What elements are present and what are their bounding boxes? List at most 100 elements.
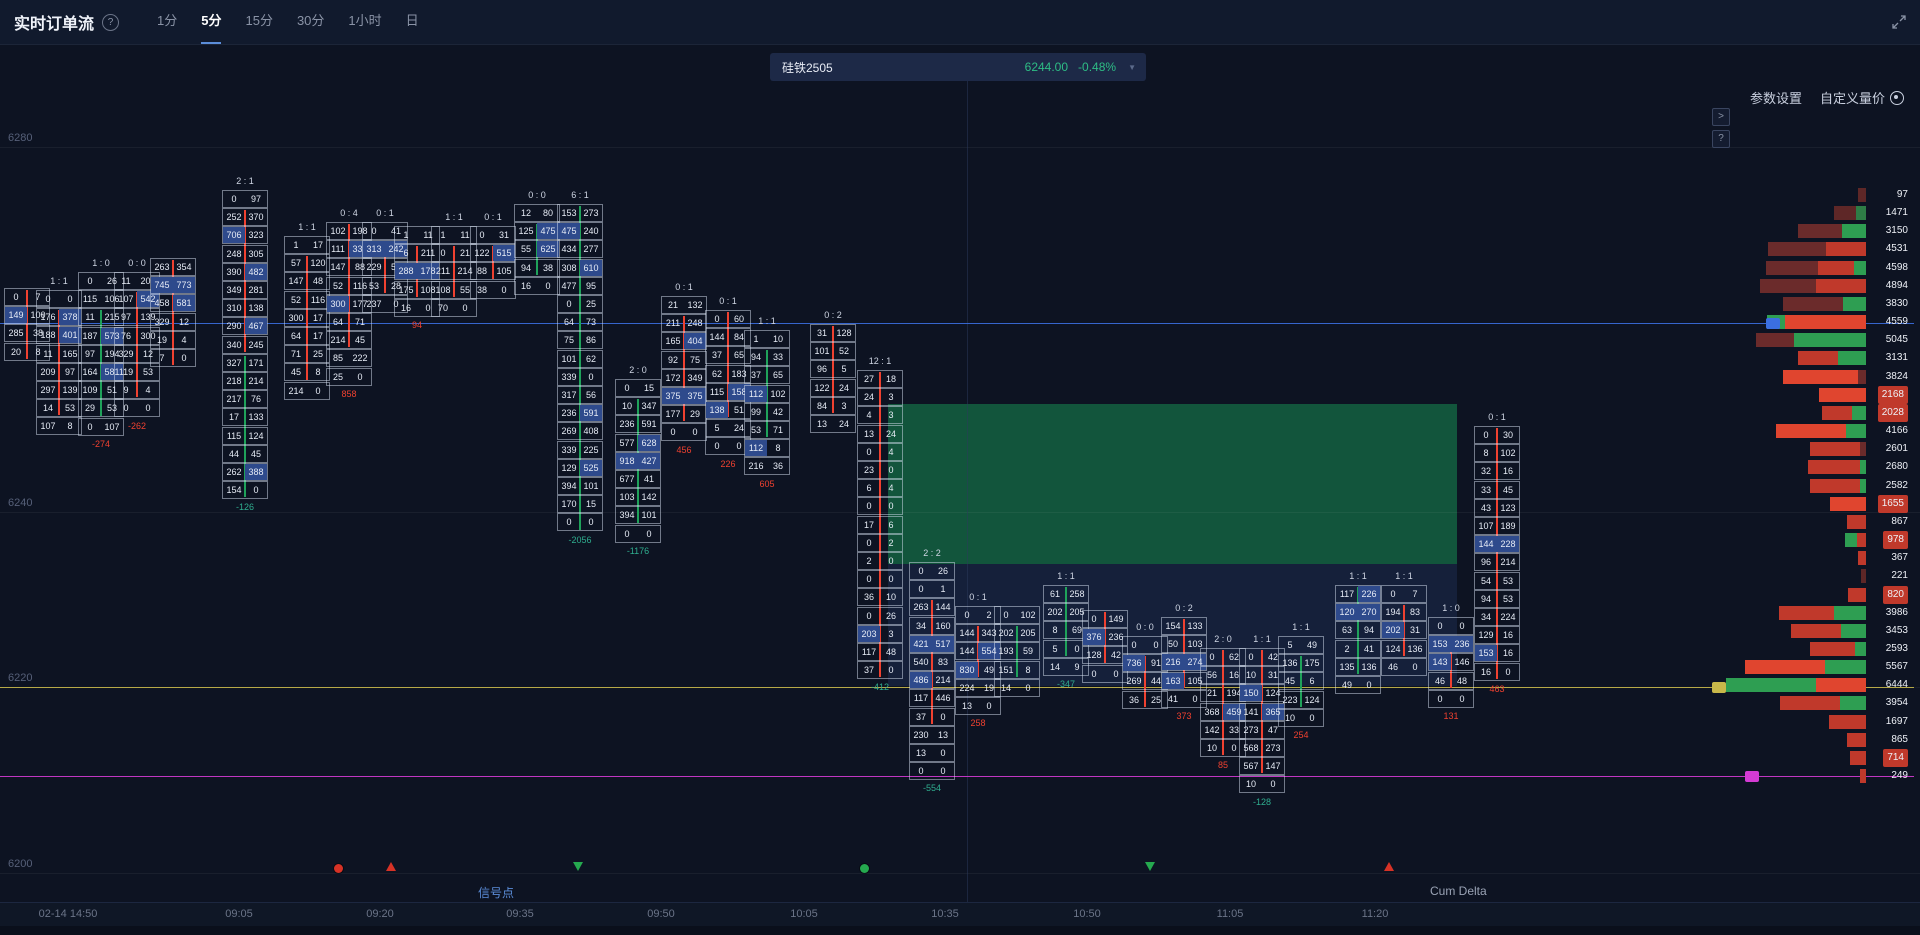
ask-cell: 55 (459, 284, 470, 295)
bid-cell: 117 (1339, 589, 1355, 599)
ask-cell: 242 (385, 241, 407, 258)
footprint-row: 144 228 (1474, 535, 1520, 554)
help-panel-button[interactable]: ? (1712, 130, 1730, 148)
time-axis-label: 11:05 (1216, 908, 1244, 920)
timeframe-tab[interactable]: 30分 (296, 13, 325, 28)
bid-cell: 84 (816, 400, 827, 411)
bid-cell: 97 (120, 312, 131, 323)
footprint-row: 202 31 (1381, 621, 1427, 640)
ask-cell: 205 (1020, 628, 1036, 639)
ask-cell: 214 (248, 376, 264, 386)
cluster-ratio-label: 6 : 1 (571, 190, 589, 200)
volume-bar-segment (1818, 260, 1854, 275)
ask-cell: 178 (417, 263, 439, 280)
volume-value: 2601 (1885, 443, 1908, 455)
footprint-row: 135 136 (1335, 657, 1381, 676)
bid-cell: 434 (561, 244, 577, 255)
help-icon[interactable]: ? (102, 13, 120, 31)
bid-cell: 10 (1206, 743, 1217, 753)
bid-cell: 486 (910, 672, 932, 689)
bid-cell: 19 (156, 334, 167, 345)
footprint-row: 107 189 (1474, 517, 1520, 535)
price-line-tag (1745, 771, 1759, 782)
footprint-row: 138 51 (705, 401, 751, 419)
cum-delta-label: Cum Delta (1430, 884, 1487, 898)
volume-bar (1858, 188, 1866, 202)
price-axis-label: 6200 (8, 858, 33, 870)
footprint-row: 211 214 (431, 262, 477, 281)
volume-value: 978 (1883, 531, 1908, 550)
volume-bar (1834, 206, 1866, 221)
ask-cell: 214 (457, 266, 473, 277)
collapse-panel-button[interactable]: > (1712, 108, 1730, 126)
bid-cell: 141 (1243, 706, 1259, 717)
bid-cell: 10 (1245, 670, 1256, 681)
footprint-row: 269 408 (557, 422, 603, 441)
ask-cell: 51 (733, 405, 744, 415)
bid-cell: 92 (667, 354, 678, 365)
timeframe-tab[interactable]: 日 (405, 13, 419, 28)
ask-cell: 0 (1366, 680, 1372, 690)
footprint-row: 103 142 (615, 488, 661, 507)
footprint-row: 37 0 (857, 661, 903, 680)
bid-cell: 211 (435, 266, 451, 277)
signal-legend-label: 信号点 (478, 886, 515, 900)
volume-value: 367 (1891, 552, 1908, 564)
ask-cell: 12 (178, 316, 189, 327)
ask-cell: 0 (1153, 640, 1159, 650)
bid-cell: 27 (863, 374, 874, 384)
cluster-ratio-label: 0 : 1 (484, 212, 502, 222)
price-line-tag (1766, 318, 1780, 329)
ask-cell: 100 (30, 310, 46, 321)
ask-cell: 3 (841, 400, 847, 411)
bid-cell: 96 (1480, 557, 1491, 568)
footprint-row: 308 610 (557, 258, 603, 277)
settings-button[interactable]: 参数设置 (1749, 91, 1802, 106)
timeframe-tab[interactable]: 15分 (245, 13, 273, 28)
bid-cell: 188 (40, 330, 56, 341)
volume-value: 221 (1891, 570, 1908, 582)
time-axis-label: 09:20 (366, 908, 394, 920)
timeframe-tab[interactable]: 1小时 (348, 13, 382, 28)
candle-line (683, 316, 685, 422)
bid-cell: 75 (563, 335, 574, 346)
ask-cell: 47 (1267, 724, 1278, 735)
footprint-row: 117 48 (857, 643, 903, 661)
bid-cell: 53 (368, 280, 379, 291)
ask-cell: 136 (1361, 661, 1377, 672)
bid-cell: 138 (706, 402, 728, 418)
circle-dot-icon[interactable] (1890, 90, 1904, 105)
volume-bar (1760, 278, 1866, 293)
ask-cell: 65 (772, 370, 783, 381)
footprint-row: 101 62 (557, 349, 603, 368)
bid-cell: 0 (1131, 640, 1137, 650)
volume-bar-segment (1783, 369, 1858, 384)
ask-cell: 0 (888, 556, 894, 566)
ask-cell: 48 (312, 276, 323, 287)
cluster-ratio-label: 0 : 0 (1136, 622, 1154, 632)
chevron-down-icon[interactable]: ▼ (1128, 62, 1136, 72)
footprint-row: 61 258 (1043, 585, 1089, 603)
cluster-delta-label: 226 (720, 458, 736, 469)
fullscreen-icon[interactable] (1892, 15, 1906, 29)
ask-cell: 95 (585, 280, 596, 291)
ask-cell: 240 (583, 226, 599, 237)
bid-cell: 99 (750, 406, 761, 417)
ask-cell: 215 (104, 312, 120, 323)
custom-volume-price-button[interactable]: 自定义量价 (1819, 91, 1885, 106)
timeframe-tab[interactable]: 5分 (201, 0, 222, 44)
symbol-selector[interactable]: 硅铁2505 6244.00 -0.48% ▼ (770, 53, 1146, 81)
ask-cell: 198 (352, 226, 368, 236)
footprint-row: 96 214 (1474, 553, 1520, 572)
volume-value: 4894 (1885, 279, 1908, 291)
bid-cell: 17 (863, 519, 874, 530)
ask-cell: 591 (580, 405, 602, 422)
footprint-row: 285 38 (4, 324, 50, 343)
timeframe-tab[interactable]: 1分 (157, 13, 178, 28)
cluster-ratio-label: 1 : 1 (1349, 571, 1367, 581)
volume-bar (1783, 296, 1866, 311)
bid-cell: 288 (395, 263, 417, 280)
candle-line (453, 246, 455, 297)
bid-cell: 0 (918, 584, 924, 595)
